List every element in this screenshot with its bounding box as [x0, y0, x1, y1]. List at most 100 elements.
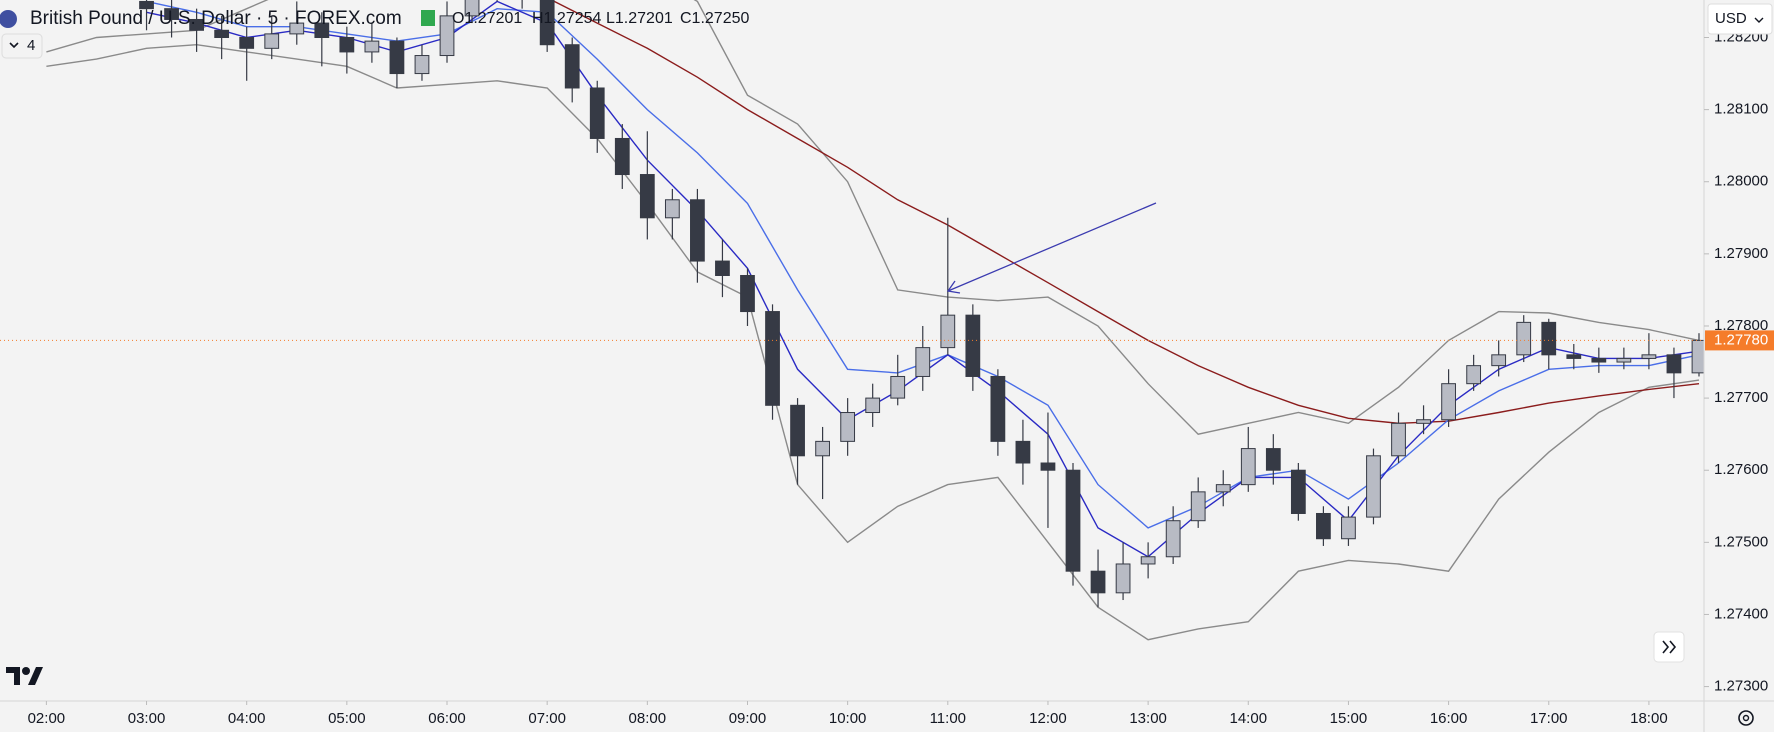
y-tick-label: 1.28100: [1714, 101, 1768, 118]
y-tick-label: 1.27500: [1714, 533, 1768, 550]
logo-part: [6, 667, 20, 685]
x-tick-label: 03:00: [128, 710, 166, 727]
x-tick-label: 04:00: [228, 710, 266, 727]
axes: 1.27300 1.27400 1.27500 1.27600 1.27700 1.278…: [28, 28, 1774, 727]
candle-body: [840, 412, 856, 442]
candle-body: [765, 311, 780, 406]
candle-body: [1416, 419, 1431, 424]
x-tick-label: 02:00: [28, 710, 66, 727]
candle-body: [264, 33, 280, 49]
x-tick-label: 05:00: [328, 710, 366, 727]
candle-body: [289, 22, 305, 35]
candle-body: [1265, 448, 1281, 471]
candle-body: [164, 8, 179, 20]
y-tick-label: 1.27700: [1714, 389, 1768, 406]
candle-body: [740, 274, 755, 313]
candle-body: [1165, 520, 1181, 558]
currency: USD: [1715, 10, 1747, 27]
market-status: [421, 10, 435, 26]
candle-body: [439, 15, 455, 57]
candle-body: [1541, 321, 1557, 356]
candle-body: [1466, 365, 1482, 385]
y-tick-label: 1.27400: [1714, 605, 1768, 622]
candle-body: [1641, 354, 1657, 359]
indicator-line: [46, 0, 1700, 435]
candle-body: [314, 22, 330, 39]
scroll-to-latest[interactable]: [1653, 631, 1685, 663]
indicator-toggle[interactable]: 4: [1, 33, 43, 59]
y-tick-label: 1.27600: [1714, 461, 1768, 478]
candle-body: [639, 174, 655, 219]
candle-body: [715, 260, 730, 276]
candle-body: [364, 40, 380, 53]
candle-body: [1215, 484, 1231, 493]
ohlc-open: O1.27201: [452, 10, 522, 27]
candle-body: [890, 375, 906, 399]
indicator-line: [549, 0, 1700, 425]
candle-body: [539, 0, 555, 46]
currency-box: [1707, 3, 1773, 35]
x-tick-label: 18:00: [1630, 710, 1668, 727]
candle-body: [389, 40, 405, 75]
tradingview-logo: [6, 667, 43, 685]
x-tick-label: 07:00: [528, 710, 566, 727]
candle-body: [1316, 512, 1331, 540]
x-tick-label: 09:00: [729, 710, 767, 727]
candle-body: [1666, 354, 1682, 374]
candle-body: [1040, 462, 1056, 471]
candle-body: [865, 397, 881, 414]
x-tick-label: 12:00: [1029, 710, 1067, 727]
x-tick-label: 16:00: [1430, 710, 1468, 727]
candle-body: [1290, 469, 1306, 514]
x-tick-label: 06:00: [428, 710, 466, 727]
candle-body: [815, 440, 830, 457]
symbol-flag: [0, 10, 17, 28]
candle-body: [1616, 357, 1632, 363]
chevron: [1754, 17, 1764, 23]
ohlc-close: C1.27250: [680, 10, 749, 27]
candle-body: [940, 314, 956, 349]
candle-body: [1516, 321, 1532, 356]
candle-body: [1591, 357, 1607, 363]
drawing-arrow[interactable]: [946, 202, 1157, 294]
chevron: [9, 42, 19, 49]
candle-body: [790, 404, 805, 457]
candle-body: [1366, 455, 1381, 518]
candle-body: [664, 199, 680, 219]
y-tick-label: 1.27300: [1714, 678, 1768, 695]
symbol-title: British Pound / U.S. Dollar · 5 · FOREX.…: [30, 8, 402, 29]
ohlc-high: H1.27254: [532, 10, 601, 27]
x-tick-label: 14:00: [1230, 710, 1268, 727]
header: British Pound / U.S. Dollar · 5 · FOREX.…: [0, 8, 749, 59]
candle-body: [614, 137, 630, 176]
candle-body: [189, 18, 204, 31]
settings-button[interactable]: [1738, 710, 1754, 726]
y-tick-label: 1.27800: [1714, 317, 1768, 334]
candle-body: [1240, 448, 1256, 486]
plot-area: [0, 0, 1704, 641]
indicator-toggle-box: [1, 33, 43, 59]
x-tick-label: 17:00: [1530, 710, 1568, 727]
arrow-head: [946, 280, 961, 294]
candle-body: [564, 44, 580, 89]
candle-body: [1190, 491, 1206, 522]
y-tick-label: 1.27900: [1714, 245, 1768, 262]
x-tick-label: 10:00: [829, 710, 867, 727]
price-tag-box: [1705, 330, 1774, 351]
y-tick-label: 1.28000: [1714, 173, 1768, 190]
candle-body: [139, 0, 154, 10]
chevron: [1662, 640, 1670, 654]
x-tick-label: 15:00: [1330, 710, 1368, 727]
candle-body: [1566, 354, 1582, 359]
candle-body: [1441, 383, 1456, 421]
candle-body: [915, 347, 931, 377]
candle-body: [239, 37, 255, 49]
currency-button[interactable]: USD: [1707, 3, 1773, 35]
candle-body: [965, 314, 981, 377]
gear: [1738, 710, 1754, 726]
candle-body: [414, 55, 430, 75]
candle-body: [464, 0, 480, 17]
candle-body: [1115, 563, 1131, 594]
candle-body: [1015, 440, 1031, 464]
x-tick-label: 08:00: [629, 710, 667, 727]
